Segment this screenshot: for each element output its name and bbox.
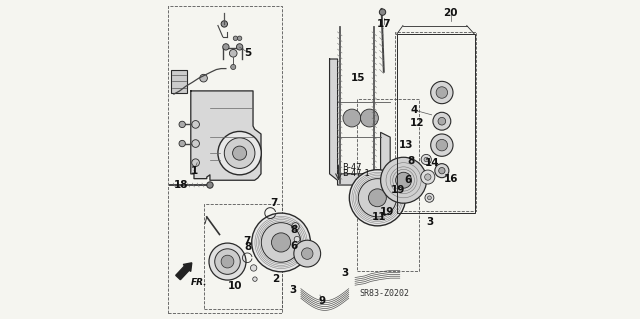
- Circle shape: [253, 277, 257, 281]
- Circle shape: [421, 170, 435, 184]
- Circle shape: [294, 240, 321, 267]
- Circle shape: [192, 121, 200, 128]
- Circle shape: [200, 74, 207, 82]
- Text: 19: 19: [380, 207, 394, 217]
- Text: 3: 3: [426, 217, 434, 227]
- Bar: [395, 32, 476, 211]
- Bar: [171, 70, 188, 93]
- Text: 3: 3: [289, 285, 296, 295]
- Text: 8: 8: [291, 225, 298, 235]
- Circle shape: [250, 265, 257, 271]
- FancyArrow shape: [176, 263, 192, 280]
- Circle shape: [424, 174, 431, 180]
- Circle shape: [221, 21, 227, 27]
- Circle shape: [343, 109, 361, 127]
- Circle shape: [271, 233, 291, 252]
- Text: 12: 12: [410, 118, 424, 128]
- Circle shape: [179, 140, 186, 147]
- Circle shape: [207, 182, 213, 188]
- Circle shape: [438, 167, 445, 174]
- Text: 6: 6: [291, 241, 298, 251]
- Text: 10: 10: [228, 280, 243, 291]
- Bar: [397, 34, 475, 213]
- Circle shape: [424, 157, 428, 162]
- Circle shape: [376, 200, 381, 205]
- Circle shape: [390, 179, 395, 184]
- Circle shape: [223, 44, 229, 50]
- Circle shape: [435, 164, 449, 178]
- Circle shape: [421, 154, 431, 165]
- Text: 18: 18: [174, 180, 189, 190]
- Circle shape: [252, 213, 310, 272]
- Circle shape: [396, 172, 412, 188]
- Circle shape: [380, 9, 386, 15]
- Text: 8: 8: [244, 242, 252, 252]
- Text: 6: 6: [404, 175, 412, 185]
- Circle shape: [237, 36, 242, 41]
- Circle shape: [232, 146, 246, 160]
- Text: 4: 4: [410, 105, 418, 115]
- Text: B-47-1: B-47-1: [342, 169, 369, 178]
- Text: 1: 1: [190, 166, 198, 176]
- Circle shape: [433, 112, 451, 130]
- Circle shape: [436, 87, 447, 98]
- Text: 14: 14: [424, 158, 439, 168]
- Circle shape: [224, 138, 255, 168]
- Circle shape: [221, 255, 234, 268]
- Bar: [168, 6, 282, 313]
- Text: 13: 13: [399, 140, 413, 150]
- Text: 8: 8: [407, 156, 415, 166]
- Text: 7: 7: [270, 197, 277, 208]
- Circle shape: [431, 81, 453, 104]
- Circle shape: [218, 131, 261, 175]
- Text: 3: 3: [341, 268, 348, 278]
- Bar: [356, 99, 419, 271]
- Circle shape: [294, 236, 300, 242]
- Circle shape: [209, 243, 246, 280]
- Text: B-47: B-47: [342, 163, 361, 172]
- Circle shape: [428, 196, 431, 200]
- Circle shape: [358, 179, 397, 217]
- Text: 19: 19: [391, 185, 405, 195]
- Circle shape: [381, 157, 426, 203]
- Circle shape: [349, 170, 406, 226]
- Text: 7: 7: [243, 236, 250, 246]
- Text: 9: 9: [318, 296, 325, 307]
- Circle shape: [192, 140, 200, 147]
- Bar: [204, 204, 282, 309]
- Circle shape: [436, 139, 447, 151]
- Circle shape: [294, 225, 297, 228]
- Circle shape: [438, 117, 445, 125]
- Text: 16: 16: [444, 174, 458, 184]
- Text: FR.: FR.: [191, 278, 207, 287]
- Circle shape: [179, 121, 186, 128]
- Circle shape: [192, 159, 200, 167]
- Circle shape: [230, 64, 236, 70]
- Circle shape: [431, 134, 453, 156]
- Polygon shape: [330, 59, 390, 185]
- Text: 5: 5: [244, 48, 252, 58]
- Polygon shape: [191, 91, 261, 180]
- Circle shape: [215, 249, 240, 274]
- Text: 17: 17: [376, 19, 391, 29]
- Circle shape: [292, 223, 300, 230]
- Circle shape: [360, 109, 378, 127]
- Text: SR83-Z0202: SR83-Z0202: [360, 289, 410, 298]
- Text: 20: 20: [444, 8, 458, 18]
- Circle shape: [301, 248, 313, 259]
- Circle shape: [236, 44, 243, 50]
- Text: 2: 2: [272, 274, 279, 284]
- Text: 15: 15: [351, 73, 365, 83]
- Text: 11: 11: [372, 212, 387, 222]
- Circle shape: [261, 223, 301, 262]
- Circle shape: [425, 193, 434, 202]
- Circle shape: [233, 36, 237, 41]
- Circle shape: [229, 49, 237, 57]
- Circle shape: [369, 189, 387, 207]
